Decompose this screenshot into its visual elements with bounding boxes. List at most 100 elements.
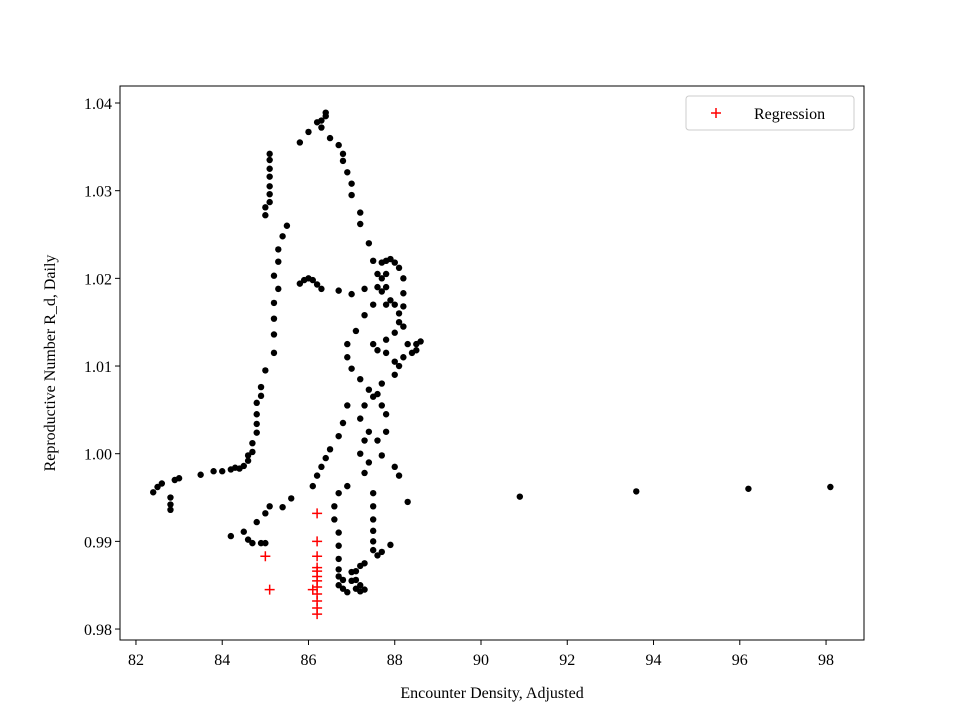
x-tick-label: 86 xyxy=(300,652,316,669)
data-point xyxy=(361,469,368,477)
data-point xyxy=(270,299,278,307)
data-point xyxy=(227,532,235,540)
y-tick-label: 0.98 xyxy=(84,622,112,639)
data-point xyxy=(331,516,338,523)
data-point xyxy=(395,472,403,479)
data-point xyxy=(369,257,377,265)
data-point xyxy=(361,437,368,444)
data-point xyxy=(266,173,273,180)
data-point xyxy=(357,209,364,216)
data-point xyxy=(378,402,386,409)
data-point xyxy=(369,546,377,554)
data-point xyxy=(395,318,403,326)
data-point xyxy=(266,190,273,198)
data-point xyxy=(318,463,325,471)
data-point xyxy=(357,450,364,457)
data-point xyxy=(391,358,398,365)
data-point xyxy=(382,283,390,291)
data-point xyxy=(344,589,351,596)
data-point xyxy=(167,494,174,501)
data-point xyxy=(344,354,351,361)
regression-point xyxy=(312,536,323,547)
data-point xyxy=(387,297,394,304)
legend-marker xyxy=(711,108,721,118)
x-tick-label: 90 xyxy=(473,652,489,669)
data-point xyxy=(244,536,252,543)
data-point xyxy=(318,285,325,293)
x-tick-label: 84 xyxy=(214,652,230,669)
data-point xyxy=(369,340,377,348)
y-tick-label: 1.02 xyxy=(84,271,112,288)
data-point xyxy=(413,347,420,354)
data-point xyxy=(326,134,334,142)
data-point xyxy=(309,482,316,490)
data-point xyxy=(270,349,278,357)
data-point xyxy=(335,566,342,573)
data-point xyxy=(279,233,286,240)
data-point xyxy=(244,457,252,464)
data-point xyxy=(374,283,381,291)
x-tick-label: 98 xyxy=(818,652,834,669)
data-point xyxy=(296,139,304,146)
data-point xyxy=(288,495,295,502)
data-point xyxy=(633,488,640,495)
data-point xyxy=(365,428,373,435)
data-point xyxy=(253,518,260,526)
data-point xyxy=(154,483,161,491)
data-point xyxy=(365,240,373,247)
data-point xyxy=(335,582,342,589)
data-point xyxy=(378,259,386,266)
data-point xyxy=(387,255,394,263)
data-point xyxy=(262,204,269,211)
data-point xyxy=(348,191,355,199)
data-point xyxy=(275,285,282,293)
data-point xyxy=(344,340,351,348)
data-point xyxy=(305,128,312,136)
regression-point xyxy=(312,609,323,620)
data-point xyxy=(270,315,278,322)
data-point xyxy=(240,528,247,535)
data-point xyxy=(357,220,364,228)
data-point xyxy=(253,429,260,436)
data-point xyxy=(344,169,351,176)
x-tick-label: 92 xyxy=(559,652,575,669)
data-point xyxy=(391,259,398,266)
data-point xyxy=(262,367,269,374)
data-point xyxy=(352,576,360,584)
data-point xyxy=(352,567,360,575)
data-point xyxy=(357,415,364,422)
data-point xyxy=(266,156,273,164)
data-point xyxy=(253,420,260,428)
data-point xyxy=(400,290,407,297)
data-point xyxy=(326,446,334,453)
data-point xyxy=(382,428,390,435)
data-point xyxy=(275,246,282,253)
data-point xyxy=(318,117,325,124)
data-point xyxy=(270,272,278,279)
data-point xyxy=(374,270,381,278)
data-point xyxy=(335,489,342,497)
data-point xyxy=(391,301,398,308)
data-point xyxy=(249,539,256,547)
data-point xyxy=(266,165,273,172)
data-point xyxy=(395,310,403,317)
data-point xyxy=(175,475,183,482)
data-point xyxy=(322,109,329,116)
legend-box xyxy=(685,95,855,131)
data-point xyxy=(167,501,174,508)
data-point xyxy=(279,503,286,511)
data-point xyxy=(335,432,342,440)
data-point xyxy=(219,468,226,475)
data-point xyxy=(382,411,390,418)
regression-point xyxy=(312,551,323,562)
data-point xyxy=(335,287,342,294)
data-point xyxy=(313,472,321,479)
y-tick-label: 1.03 xyxy=(84,184,112,201)
data-point xyxy=(391,463,398,471)
data-point xyxy=(374,437,381,444)
data-point xyxy=(150,489,157,496)
data-point xyxy=(374,390,381,398)
x-tick-label: 82 xyxy=(128,652,144,669)
data-point xyxy=(348,290,355,298)
data-point xyxy=(322,454,329,462)
